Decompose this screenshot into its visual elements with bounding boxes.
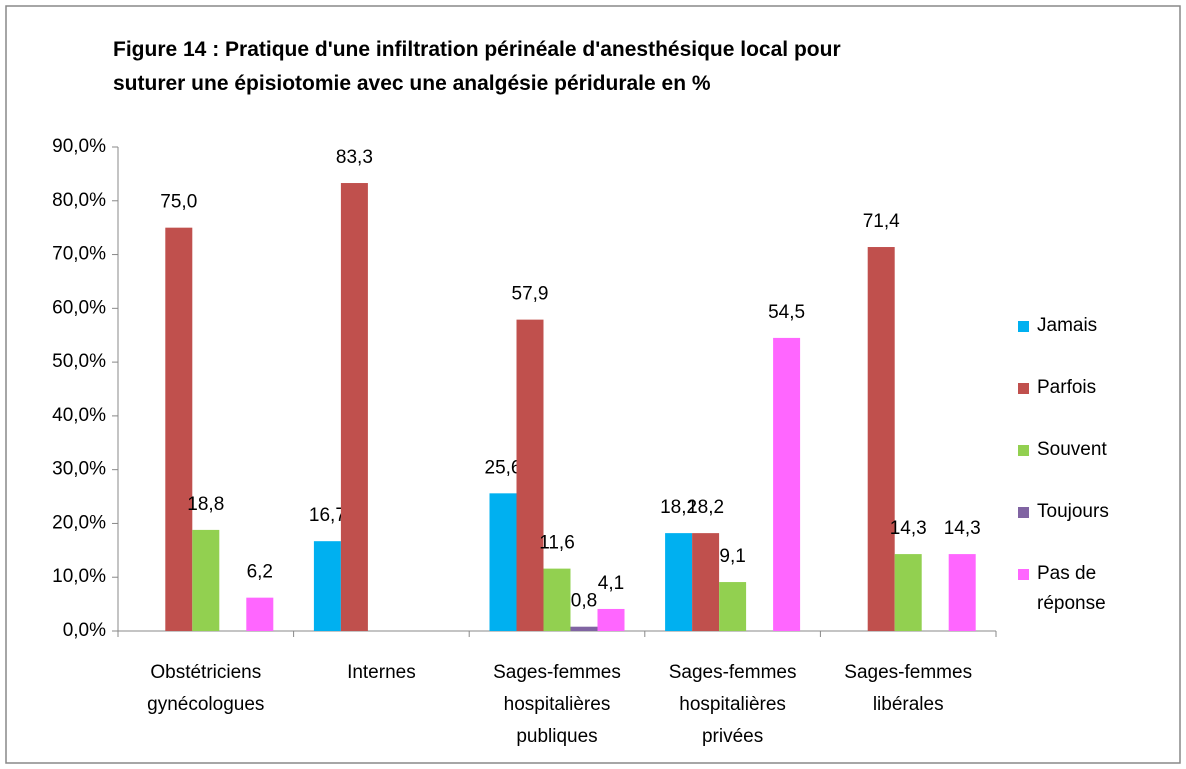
legend: Jamais Parfois Souvent Toujours Pas de répon…: [1018, 315, 1168, 626]
x-tick-label: Sages-femmes: [493, 662, 621, 683]
value-label: 54,5: [768, 302, 805, 323]
y-tick-label: 80,0%: [52, 190, 106, 211]
value-label: 18,2: [660, 497, 697, 518]
bar: [489, 493, 517, 631]
bar: [692, 533, 720, 631]
bar: [246, 597, 274, 631]
legend-label: Souvent: [1037, 439, 1107, 460]
x-tick-label: gynécologues: [147, 694, 264, 715]
x-tick-label: hospitalières: [679, 694, 786, 715]
x-tick-label: privées: [702, 726, 763, 747]
value-label: 75,0: [160, 192, 197, 213]
legend-label: Pas de réponse: [1037, 563, 1106, 614]
value-label: 9,1: [719, 546, 745, 567]
value-label: 18,2: [687, 497, 724, 518]
bar: [570, 626, 598, 631]
legend-swatch: [1018, 569, 1029, 580]
bar: [313, 541, 341, 631]
value-label: 25,6: [485, 457, 522, 478]
legend-item: Jamais: [1018, 315, 1168, 378]
x-tick-label: Internes: [347, 662, 416, 683]
value-label: 16,7: [309, 505, 346, 526]
value-label: 57,9: [512, 284, 549, 305]
legend-swatch: [1018, 445, 1029, 456]
legend-swatch: [1018, 507, 1029, 518]
value-label: 0,8: [571, 591, 597, 612]
value-label: 11,6: [539, 533, 575, 554]
x-tick-label: Sages-femmes: [844, 662, 972, 683]
value-label: 71,4: [863, 211, 900, 232]
x-tick-label: libérales: [873, 694, 944, 715]
bar: [665, 533, 693, 631]
legend-swatch: [1018, 383, 1029, 394]
bar: [543, 568, 571, 631]
y-tick-label: 30,0%: [52, 459, 106, 480]
legend-label: Toujours: [1037, 501, 1109, 522]
chart-title: Figure 14 : Pratique d'une infiltration …: [113, 38, 841, 61]
bar: [192, 529, 220, 631]
value-label: 14,3: [890, 518, 927, 539]
x-tick-label: publiques: [516, 726, 597, 747]
y-tick-label: 90,0%: [52, 136, 106, 157]
legend-label: Jamais: [1037, 315, 1098, 336]
y-tick-label: 70,0%: [52, 244, 106, 265]
bar: [165, 227, 193, 631]
legend-item: Souvent: [1018, 439, 1168, 502]
legend-label: Parfois: [1037, 377, 1097, 398]
value-label: 18,8: [187, 494, 224, 515]
x-tick-label: hospitalières: [504, 694, 611, 715]
bar: [719, 582, 747, 631]
y-tick-label: 10,0%: [52, 566, 106, 587]
y-tick-label: 60,0%: [52, 297, 106, 318]
chart-title: suturer une épisiotomie avec une analgés…: [113, 72, 711, 95]
bar: [948, 554, 976, 631]
value-label: 83,3: [336, 147, 373, 168]
bar: [867, 247, 895, 631]
x-tick-label: Sages-femmes: [669, 662, 797, 683]
y-tick-label: 50,0%: [52, 351, 106, 372]
y-tick-label: 40,0%: [52, 405, 106, 426]
y-tick-label: 20,0%: [52, 512, 106, 533]
legend-item: Parfois: [1018, 377, 1168, 440]
legend-swatch: [1018, 321, 1029, 332]
x-tick-label: Obstétriciens: [150, 662, 261, 683]
legend-item: Toujours: [1018, 501, 1168, 564]
y-tick-label: 0,0%: [63, 620, 106, 641]
legend-item: Pas de réponse: [1018, 563, 1168, 626]
bar: [340, 183, 368, 631]
bar: [894, 554, 922, 631]
value-label: 14,3: [944, 518, 981, 539]
bar: [597, 608, 625, 631]
chart-frame: [5, 5, 1181, 764]
value-label: 4,1: [598, 573, 624, 594]
bar: [773, 337, 801, 631]
value-label: 6,2: [247, 562, 273, 583]
bar: [516, 319, 544, 631]
